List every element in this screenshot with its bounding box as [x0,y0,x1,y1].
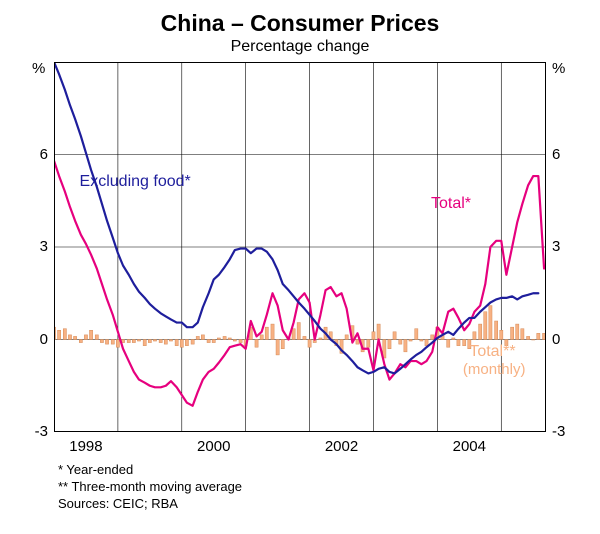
y-unit-right: % [552,60,565,77]
footnote-2: ** Three-month moving average [58,479,242,494]
chart-title: China – Consumer Prices [0,10,600,37]
y-tick-right: -3 [552,423,565,440]
x-tick: 2000 [197,438,230,455]
chart-stage: China – Consumer Prices Percentage chang… [0,0,600,534]
y-tick-left: 3 [40,238,48,255]
series-sublabel-total-monthly: (monthly) [463,361,526,378]
series-label-total: Total* [431,195,471,213]
y-tick-left: 0 [40,331,48,348]
chart-subtitle: Percentage change [0,38,600,56]
x-tick: 2004 [453,438,486,455]
series-label-total-monthly: Total** [469,343,515,361]
y-tick-right: 3 [552,238,560,255]
series-label-excluding-food: Excluding food* [80,173,191,191]
x-tick: 1998 [69,438,102,455]
y-tick-left: -3 [35,423,48,440]
x-tick: 2002 [325,438,358,455]
y-tick-right: 0 [552,331,560,348]
y-tick-left: 6 [40,146,48,163]
y-tick-right: 6 [552,146,560,163]
y-unit-left: % [32,60,45,77]
footnote-sources: Sources: CEIC; RBA [58,496,178,511]
footnote-1: * Year-ended [58,462,133,477]
